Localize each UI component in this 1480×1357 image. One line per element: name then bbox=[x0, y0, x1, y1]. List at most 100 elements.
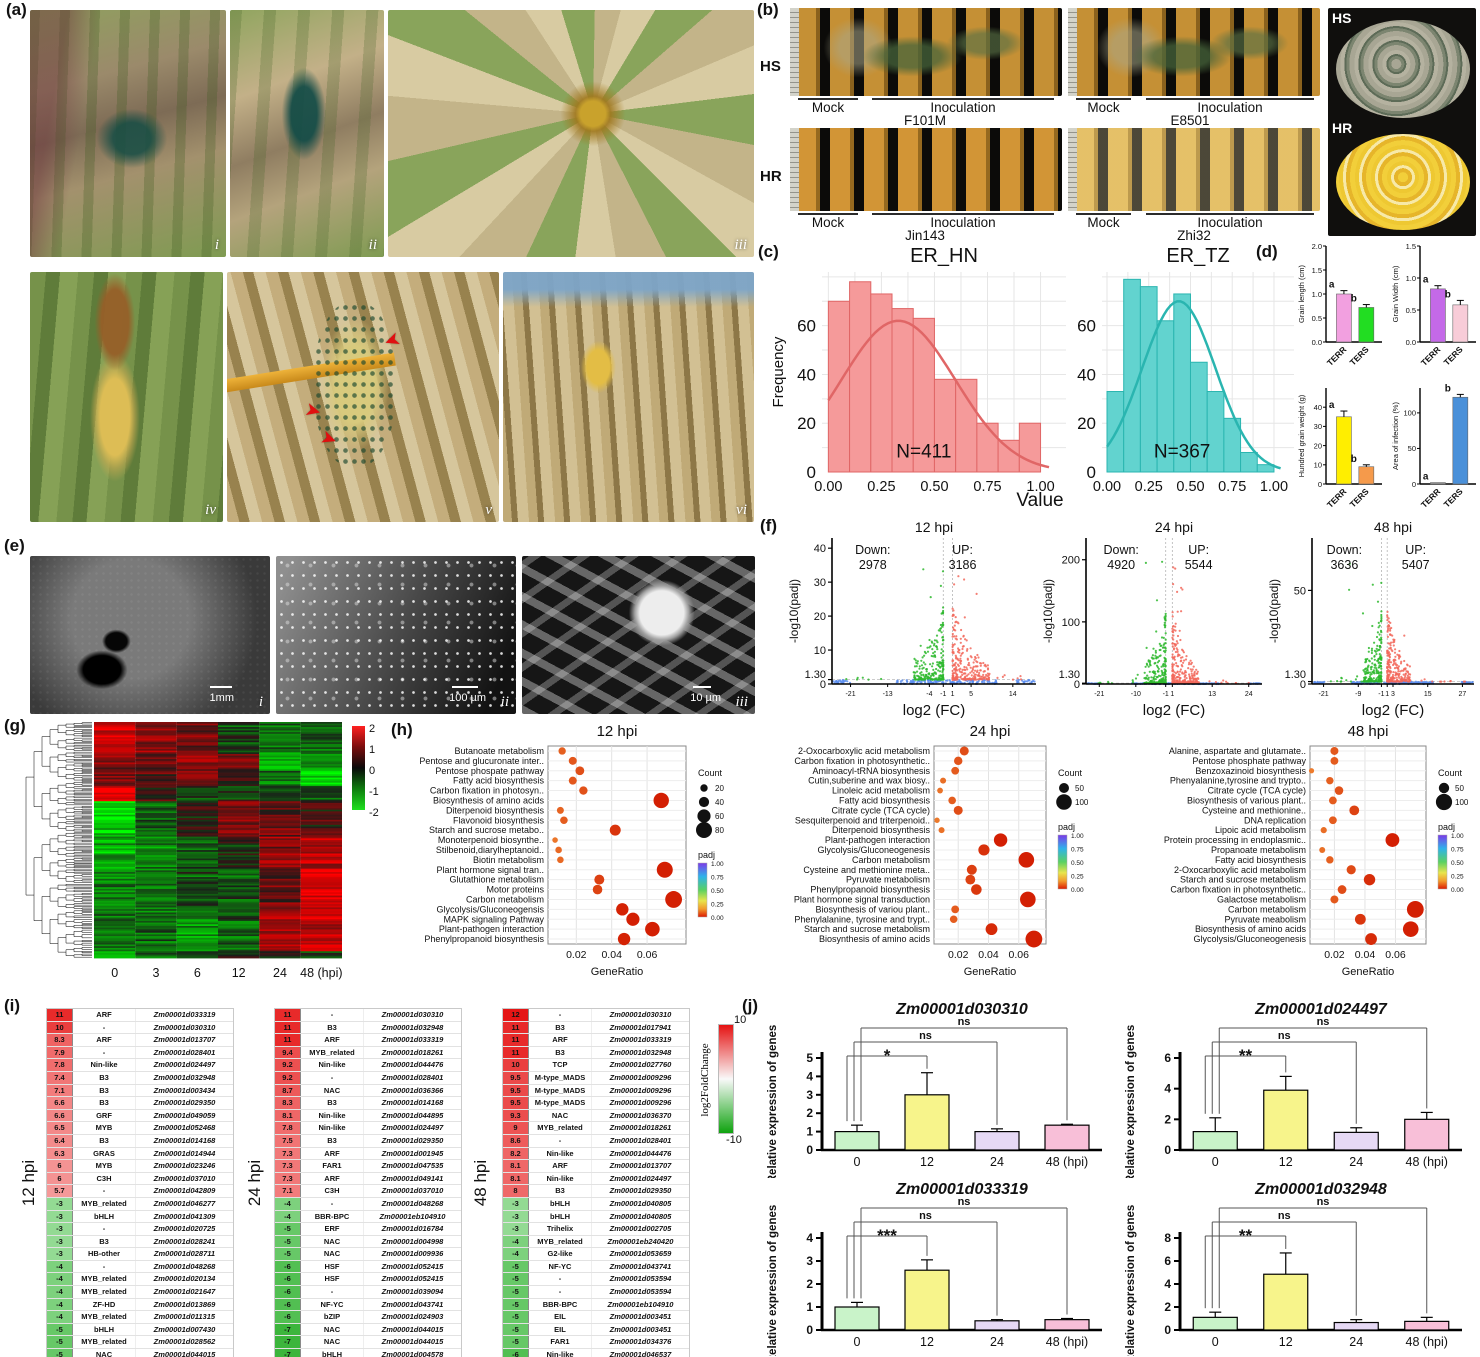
gene-table-cell: Zm00001d009936 bbox=[381, 1249, 444, 1259]
ears-photo-zhi32 bbox=[1068, 128, 1320, 211]
svg-text:Flavonoid biosynthesis: Flavonoid biosynthesis bbox=[453, 815, 545, 825]
dot-point bbox=[951, 905, 960, 914]
dot-point bbox=[568, 776, 577, 785]
svg-text:Relative expression of genes: Relative expression of genes bbox=[1125, 1025, 1137, 1178]
gene-table-row: 6 C3H Zm00001d037010 bbox=[47, 1172, 233, 1186]
gene-table-cell: 9.3 bbox=[503, 1109, 529, 1122]
gene-table-row: 8 B3 Zm00001d029350 bbox=[503, 1185, 689, 1198]
svg-text:40: 40 bbox=[1314, 403, 1322, 412]
svg-text:14: 14 bbox=[1009, 691, 1017, 698]
gene-table-cell: Zm00001d033319 bbox=[609, 1035, 672, 1045]
svg-text:24: 24 bbox=[990, 1335, 1004, 1349]
gene-table-row: 8.1 ARF Zm00001d013707 bbox=[503, 1160, 689, 1173]
svg-text:-10: -10 bbox=[1131, 691, 1141, 698]
gene-table-row: 6.6 B3 Zm00001d029350 bbox=[47, 1097, 233, 1110]
gene-table-cell: B3 bbox=[73, 1071, 136, 1084]
gene-table-cell: - bbox=[301, 1286, 364, 1298]
log2fc-min: -10 bbox=[726, 1134, 742, 1146]
gene-table-cell: Zm00001d028241 bbox=[153, 1236, 216, 1246]
expression-heatmap: 2 1 0 -1 -2 0 3 6 12 24 48 (hpi) bbox=[25, 722, 379, 980]
svg-text:Glycolysis/Gluconeogenesis: Glycolysis/Gluconeogenesis bbox=[1193, 934, 1306, 944]
dot-point bbox=[1328, 816, 1337, 825]
gene-table-row: -3 HB-other Zm00001d028711 bbox=[47, 1248, 233, 1261]
dot-point bbox=[557, 856, 564, 864]
gene-table-row: -6 NF-YC Zm00001d043741 bbox=[275, 1298, 461, 1312]
field-photo-moldy-ear-arrows: ➤ ➤ ➤ v bbox=[227, 272, 499, 522]
gene-table-cell: ARF bbox=[301, 1147, 364, 1160]
svg-text:TERR: TERR bbox=[1419, 486, 1442, 509]
gene-table-cell: - bbox=[73, 1046, 136, 1059]
gene-table-cell: -3 bbox=[503, 1223, 529, 1235]
gene-table-cell: 6.6 bbox=[47, 1109, 73, 1122]
svg-text:0: 0 bbox=[1318, 480, 1322, 489]
svg-text:MAPK signaling Pathway: MAPK signaling Pathway bbox=[443, 914, 544, 924]
dot-point bbox=[1349, 805, 1360, 816]
gene-table-row: 7.3 FAR1 Zm00001d047535 bbox=[275, 1160, 461, 1173]
gene-table-cell: MYB_related bbox=[73, 1336, 136, 1349]
photo-roman-label: i bbox=[214, 237, 219, 253]
mock-underline bbox=[798, 98, 858, 100]
svg-text:15: 15 bbox=[1424, 691, 1432, 698]
gene-table-row: -4 BBR-BPC Zm00001eb104910 bbox=[275, 1210, 461, 1224]
hist-bar bbox=[1123, 278, 1141, 473]
gene-table-cell: GRF bbox=[73, 1109, 136, 1122]
svg-text:b: b bbox=[1351, 294, 1357, 305]
bar bbox=[1263, 1273, 1309, 1331]
gene-table-cell: Zm00001d043741 bbox=[609, 1261, 672, 1271]
heatmap-colorbar bbox=[352, 726, 365, 810]
gene-table-cell: 11 bbox=[503, 1034, 529, 1046]
gene-table-row: 7.5 B3 Zm00001d029350 bbox=[275, 1134, 461, 1148]
heatmap-cells bbox=[94, 722, 342, 959]
gene-table-cell: 8.2 bbox=[503, 1147, 529, 1160]
gene-table-cell: Zm00001d052468 bbox=[153, 1123, 216, 1133]
svg-text:Phenylalanine, tyrosine and tr: Phenylalanine, tyrosine and trypt.. bbox=[794, 914, 930, 924]
bar bbox=[974, 1131, 1020, 1151]
dot-point bbox=[965, 874, 976, 885]
gene-table-cell: HB-other bbox=[73, 1248, 136, 1260]
gene-table-cell: EIL bbox=[529, 1311, 592, 1323]
svg-text:100: 100 bbox=[1062, 617, 1080, 629]
gene-table-cell: 8.1 bbox=[503, 1172, 529, 1185]
svg-text:4: 4 bbox=[1164, 1082, 1171, 1096]
dot-point bbox=[1320, 827, 1327, 834]
svg-text:6: 6 bbox=[194, 966, 201, 980]
gene-table-cell: Zm00001d007430 bbox=[153, 1324, 216, 1334]
svg-text:0.75: 0.75 bbox=[1071, 847, 1084, 854]
gene-table-cell: BBR-BPC bbox=[301, 1210, 364, 1223]
gene-table-cell: -5 bbox=[47, 1349, 73, 1357]
bar bbox=[974, 1320, 1020, 1331]
svg-text:0.04: 0.04 bbox=[601, 949, 622, 961]
gene-table-cell: M-type_MADS bbox=[529, 1097, 592, 1109]
svg-text:0: 0 bbox=[1412, 480, 1416, 489]
gene-table-row: 11 ARF Zm00001d033319 bbox=[503, 1034, 689, 1047]
gene-table-cell: Zm00001d030310 bbox=[381, 1010, 444, 1019]
gene-table-row: -5- Zm00001d053594 bbox=[503, 1286, 689, 1299]
mock-label: Mock bbox=[811, 215, 845, 230]
dot-point bbox=[1330, 746, 1339, 755]
svg-text:padj: padj bbox=[698, 850, 715, 860]
gene-table-cell: Zm00001d037010 bbox=[381, 1186, 444, 1196]
gene-table-cell: Zm00001d048268 bbox=[381, 1198, 444, 1208]
svg-text:4: 4 bbox=[806, 1069, 813, 1083]
gene-table-row: 10 TCP Zm00001d027760 bbox=[503, 1059, 689, 1072]
svg-text:-log10(padj): -log10(padj) bbox=[787, 579, 801, 643]
svg-text:0.25: 0.25 bbox=[867, 479, 895, 495]
gene-table-cell: -5 bbox=[503, 1298, 529, 1311]
dot-point bbox=[966, 864, 977, 875]
svg-text:0.5: 0.5 bbox=[1406, 306, 1416, 315]
svg-text:12: 12 bbox=[1279, 1335, 1293, 1349]
table-side-label-48hpi: 48 hpi bbox=[471, 1159, 490, 1207]
dot-point bbox=[1406, 900, 1424, 918]
gene-table-cell: Zm00001d013707 bbox=[153, 1035, 216, 1045]
svg-text:0: 0 bbox=[1164, 1143, 1171, 1157]
svg-text:40: 40 bbox=[797, 365, 816, 384]
gene-table-cell: NAC bbox=[301, 1084, 364, 1097]
gene-table-cell: B3 bbox=[529, 1185, 592, 1197]
svg-text:0.06: 0.06 bbox=[1009, 949, 1030, 961]
svg-text:ns: ns bbox=[1278, 1030, 1291, 1042]
ruler-strip bbox=[790, 128, 799, 211]
gene-table-cell: B3 bbox=[73, 1134, 136, 1147]
svg-text:Zm00001d032948: Zm00001d032948 bbox=[1254, 1181, 1387, 1198]
bar bbox=[1452, 304, 1469, 343]
gene-table-24hpi: 11- Zm00001d030310 11 B3 Zm00001d032948 11 ARF… bbox=[274, 1008, 462, 1357]
